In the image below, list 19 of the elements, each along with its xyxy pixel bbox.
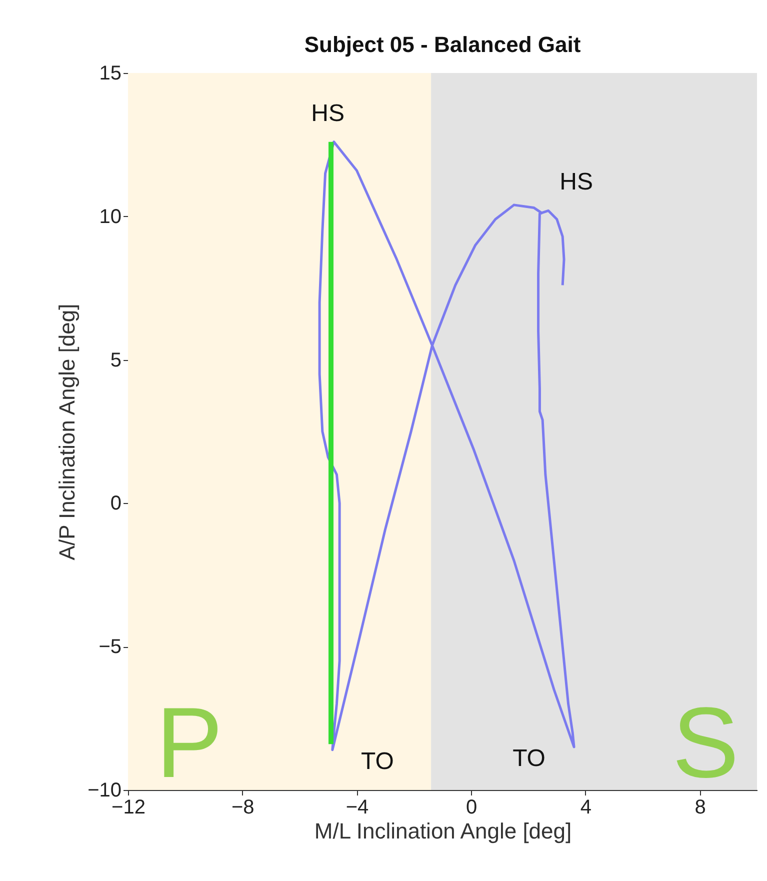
x-tick-label: −4 <box>346 796 369 818</box>
y-tick-label: 5 <box>110 349 122 372</box>
annotation: TO <box>512 744 546 772</box>
x-axis-title: M/L Inclination Angle [deg] <box>314 818 572 844</box>
y-tick-label: 15 <box>99 62 122 84</box>
y-tick-label: 10 <box>99 206 122 228</box>
y-tick-label: −5 <box>98 636 122 658</box>
y-tick-label: 0 <box>110 492 122 515</box>
x-tick-label: 4 <box>580 796 592 818</box>
band-label: P <box>156 687 223 799</box>
x-tick-label: −8 <box>231 796 254 818</box>
y-axis-title: A/P Inclination Angle [deg] <box>54 304 80 560</box>
annotation: TO <box>360 748 394 775</box>
chart-title: Subject 05 - Balanced Gait <box>304 32 582 57</box>
band-label: S <box>672 687 739 799</box>
annotation: HS <box>311 100 345 127</box>
annotation: HS <box>560 168 593 196</box>
x-tick-label: 8 <box>694 796 706 818</box>
x-tick-label: 0 <box>466 796 478 818</box>
